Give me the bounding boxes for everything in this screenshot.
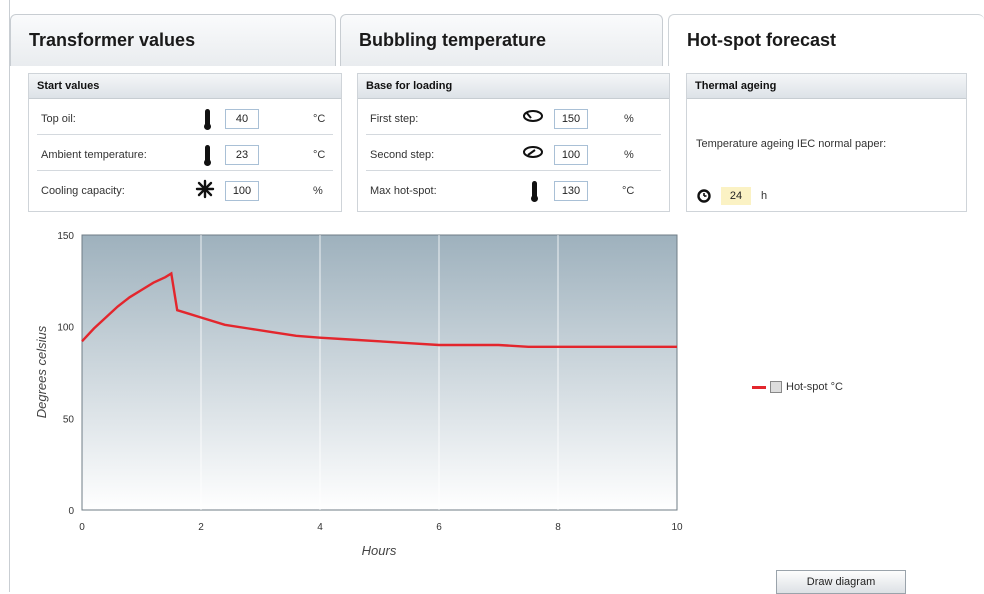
first-step-unit: %	[624, 113, 634, 125]
start-values-panel: Start values Top oil: 40 °C Ambient temp…	[28, 73, 342, 212]
start-values-title: Start values	[29, 74, 341, 99]
top-oil-row: Top oil: 40 °C	[29, 106, 341, 132]
x-axis-label: Hours	[362, 543, 397, 558]
ambient-row: Ambient temperature: 23 °C	[29, 142, 341, 168]
ambient-label: Ambient temperature:	[41, 149, 147, 161]
draw-diagram-button[interactable]: Draw diagram	[776, 570, 906, 594]
cooling-unit: %	[313, 185, 323, 197]
thermal-ageing-title: Thermal ageing	[687, 74, 966, 99]
grid-lines	[200, 235, 559, 510]
max-hotspot-row: Max hot-spot: 130 °C	[358, 178, 669, 204]
cooling-input[interactable]: 100	[225, 181, 259, 201]
ageing-value: 24	[721, 187, 751, 205]
base-loading-title: Base for loading	[358, 74, 669, 99]
tab-transformer-values[interactable]: Transformer values	[10, 14, 336, 66]
thermometer-icon	[199, 145, 217, 166]
top-oil-label: Top oil:	[41, 113, 76, 125]
max-hotspot-unit: °C	[622, 185, 635, 197]
x-tick-label: 2	[198, 522, 204, 533]
first-step-label: First step:	[370, 113, 419, 125]
x-tick-labels: 0 2 4 6 8 10	[79, 522, 683, 533]
load-icon	[522, 109, 544, 129]
divider	[366, 134, 661, 135]
y-axis-label: Degrees celsius	[34, 325, 49, 418]
clock-icon	[697, 189, 711, 203]
x-tick-label: 10	[671, 522, 683, 533]
thermal-ageing-panel: Thermal ageing Temperature ageing IEC no…	[686, 73, 967, 212]
top-oil-unit: °C	[313, 113, 326, 125]
tab-hot-spot-forecast[interactable]: Hot-spot forecast	[668, 14, 984, 66]
ageing-description: Temperature ageing IEC normal paper:	[696, 138, 887, 150]
second-step-unit: %	[624, 149, 634, 161]
y-tick-label: 100	[57, 323, 74, 334]
load-icon	[522, 145, 544, 165]
chart-legend: Hot-spot °C	[752, 381, 843, 394]
x-tick-label: 4	[317, 522, 323, 533]
cooling-label: Cooling capacity:	[41, 185, 125, 197]
app-frame	[9, 0, 984, 592]
cooling-row: Cooling capacity: 100 %	[29, 178, 341, 204]
max-hotspot-label: Max hot-spot:	[370, 185, 437, 197]
thermometer-icon	[199, 109, 217, 130]
first-step-input[interactable]: 150	[554, 109, 588, 129]
y-tick-label: 150	[57, 231, 74, 242]
y-tick-labels: 0 50 100 150	[57, 231, 74, 517]
y-tick-label: 50	[63, 414, 75, 425]
divider	[37, 170, 333, 171]
fan-icon	[195, 179, 215, 199]
series-line-hot-spot	[81, 271, 677, 348]
ageing-unit: h	[761, 190, 768, 202]
legend-checkbox[interactable]	[770, 381, 782, 394]
thermometer-icon	[526, 181, 544, 202]
x-tick-label: 0	[79, 522, 85, 533]
x-tick-label: 6	[436, 522, 442, 533]
divider	[366, 170, 661, 171]
top-oil-input[interactable]: 40	[225, 109, 259, 129]
second-step-row: Second step: 100 %	[358, 142, 669, 168]
second-step-input[interactable]: 100	[554, 145, 588, 165]
legend-label: Hot-spot °C	[786, 381, 843, 393]
hot-spot-chart: 0 50 100 150 0 2 4 6 8 10 Hours Degrees celsius	[34, 231, 683, 558]
second-step-label: Second step:	[370, 149, 435, 161]
ambient-input[interactable]: 23	[225, 145, 259, 165]
ambient-unit: °C	[313, 149, 326, 161]
first-step-row: First step: 150 %	[358, 106, 669, 132]
tab-bubbling-temperature[interactable]: Bubbling temperature	[340, 14, 663, 66]
plot-area	[81, 234, 678, 511]
y-tick-label: 0	[68, 506, 74, 517]
max-hotspot-input[interactable]: 130	[554, 181, 588, 201]
base-loading-panel: Base for loading First step: 150 % Secon…	[357, 73, 670, 212]
divider	[37, 134, 333, 135]
x-tick-label: 8	[555, 522, 561, 533]
legend-line-swatch	[752, 385, 766, 389]
